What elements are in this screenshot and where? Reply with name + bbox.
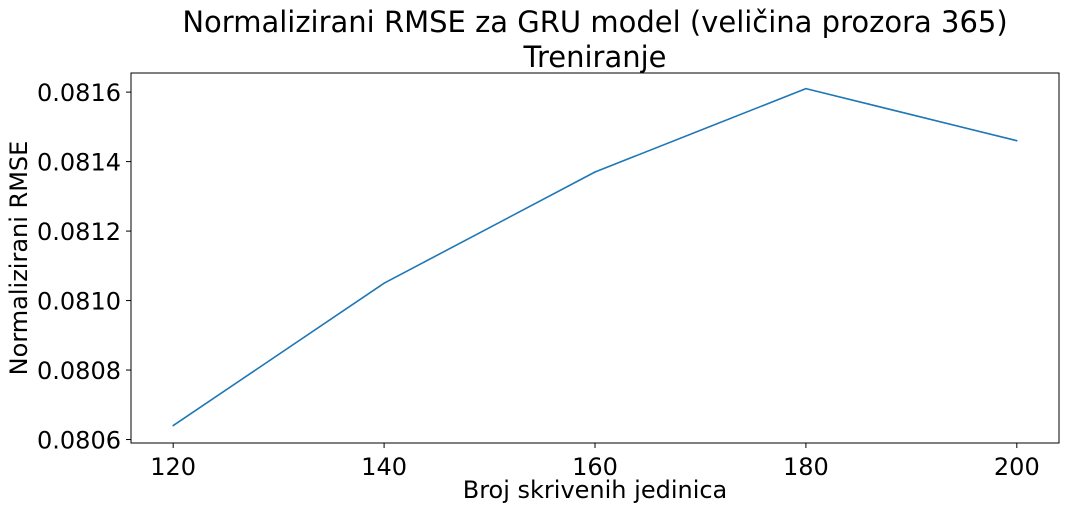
x-tick-label: 140 — [361, 453, 407, 481]
y-tick-label: 0.0812 — [37, 218, 121, 246]
chart-subtitle: Treniranje — [523, 40, 667, 74]
x-tick-label: 120 — [150, 453, 196, 481]
x-axis-label: Broj skrivenih jedinica — [463, 476, 728, 504]
y-tick-label: 0.0810 — [37, 288, 121, 316]
x-tick-label: 160 — [572, 453, 618, 481]
data-point — [172, 424, 174, 427]
plot-frame — [130, 72, 1060, 444]
y-tick-label: 0.0808 — [37, 357, 121, 385]
series-layer — [172, 87, 1018, 427]
data-point — [383, 282, 385, 284]
series-line-0 — [172, 87, 1017, 427]
data-point — [594, 171, 596, 173]
data-point — [1016, 139, 1018, 142]
y-axis: 0.0806 0.0808 0.0810 0.0812 0.0814 0.0816 — [37, 79, 131, 455]
chart-title: Normalizirani RMSE za GRU model (veličin… — [182, 5, 1008, 39]
y-tick-label: 0.0806 — [37, 427, 121, 455]
x-axis: 120 140 160 180 200 — [150, 443, 1040, 481]
x-tick-label: 180 — [783, 453, 829, 481]
y-tick-label: 0.0816 — [37, 79, 121, 107]
y-axis-label: Normalizirani RMSE — [5, 141, 33, 376]
x-tick-label: 200 — [994, 453, 1040, 481]
data-point — [805, 87, 807, 90]
y-tick-label: 0.0814 — [37, 149, 121, 177]
